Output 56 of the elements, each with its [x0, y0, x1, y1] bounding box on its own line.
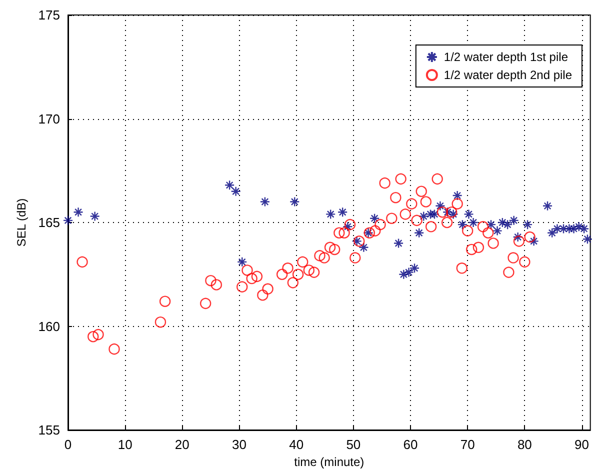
point [522, 219, 533, 230]
point [90, 211, 100, 222]
point [508, 215, 519, 226]
point [398, 269, 409, 280]
x-tick-label: 40 [289, 437, 304, 452]
point [230, 186, 241, 196]
point [552, 224, 562, 234]
point [512, 232, 523, 242]
point [260, 196, 270, 207]
legend-label: 1/2 water depth 2nd pile [444, 68, 572, 82]
x-tick-label: 20 [174, 437, 190, 452]
x-tick-label: 50 [346, 437, 361, 452]
x-tick-label: 70 [460, 437, 475, 452]
point [429, 209, 440, 220]
x-tick-label: 10 [118, 437, 132, 452]
point [528, 236, 539, 246]
x-tick-label: 80 [517, 437, 532, 452]
point [546, 228, 558, 238]
y-tick-label: 155 [38, 422, 60, 438]
point [542, 200, 553, 211]
point [435, 200, 446, 211]
point [224, 180, 235, 190]
x-tick-label: 30 [232, 437, 246, 452]
point [418, 211, 429, 222]
x-axis-title: time (minute) [294, 454, 364, 469]
point [409, 263, 420, 274]
point [358, 242, 369, 252]
point [457, 219, 468, 230]
y-tick-label: 175 [38, 8, 60, 22]
point [369, 213, 380, 224]
y-axis-title: SEL (dB) [14, 198, 28, 247]
y-tick-label: 160 [38, 318, 60, 334]
x-tick-label: 0 [64, 437, 72, 452]
legend-label: 1/2 water depth 1st pile [444, 50, 568, 64]
point [492, 226, 502, 236]
point [342, 222, 353, 232]
point [414, 228, 424, 238]
point [486, 219, 496, 230]
point [290, 196, 300, 207]
point [404, 267, 414, 278]
point [393, 238, 404, 248]
x-tick-label: 90 [574, 437, 590, 452]
point [325, 209, 336, 220]
point [352, 236, 362, 246]
point [468, 217, 478, 228]
point [452, 190, 462, 201]
point [582, 234, 592, 244]
point [425, 209, 436, 220]
y-tick-label: 165 [38, 215, 60, 230]
point [464, 209, 474, 220]
y-tick-label: 170 [38, 111, 60, 126]
point [237, 256, 248, 268]
point [73, 207, 84, 218]
point [62, 215, 74, 226]
point [337, 207, 348, 218]
x-tick-label: 60 [403, 437, 418, 452]
